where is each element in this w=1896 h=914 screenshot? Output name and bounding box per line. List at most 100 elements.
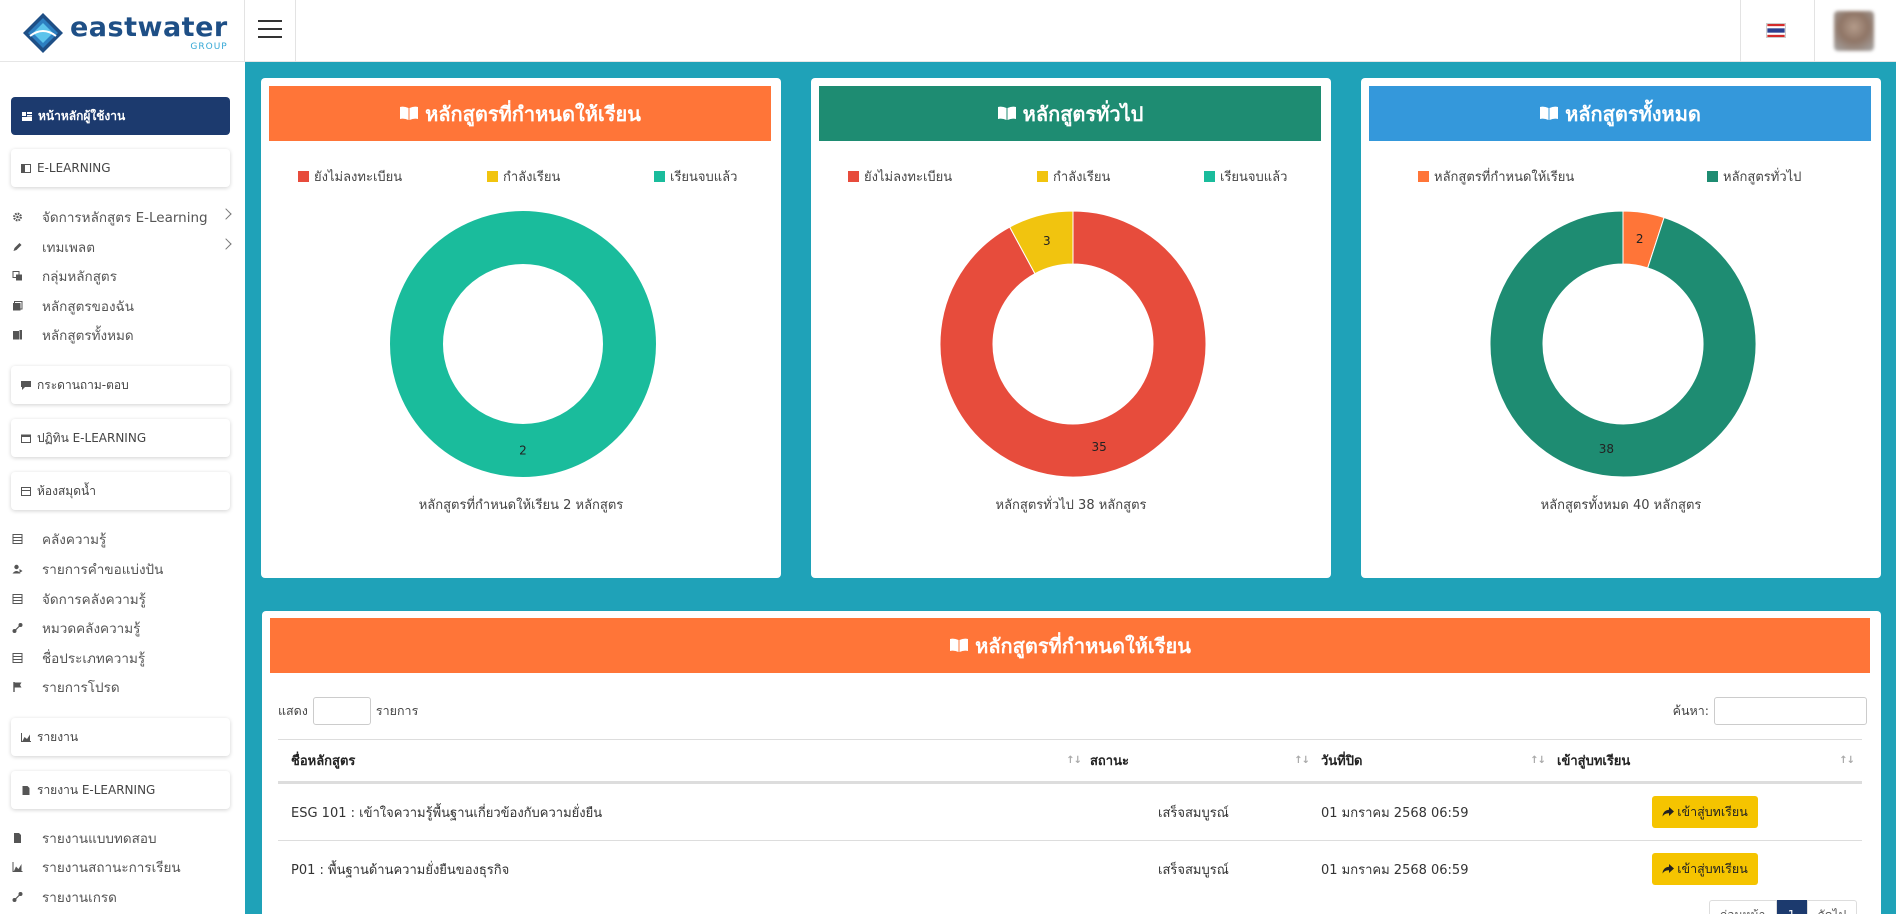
hamburger-icon[interactable] xyxy=(258,20,282,40)
sidebar-section-label: รายงาน xyxy=(37,729,79,744)
page-length-input[interactable] xyxy=(312,697,371,725)
sidebar-section-calendar[interactable]: ปฏิทิน E-LEARNING xyxy=(11,419,230,457)
enter-course-button[interactable]: เข้าสู่บทเรียน xyxy=(1652,853,1758,885)
sidebar-item-status-report[interactable]: รายงานสถานะการเรียน xyxy=(11,856,230,878)
chevron-right-icon xyxy=(220,208,232,220)
legend-swatch xyxy=(1418,171,1429,182)
gear-icon xyxy=(13,212,22,222)
sidebar-section-elearning-reports[interactable]: รายงาน E-LEARNING xyxy=(11,771,230,809)
column-header-status[interactable]: สถานะ ↑↓ xyxy=(1082,740,1317,781)
rows-label: รายการ xyxy=(375,703,419,718)
sidebar-item-share-requests[interactable]: รายการคำขอแบ่งปัน xyxy=(11,558,230,580)
sidebar-section-library[interactable]: ห้องสมุดน้ำ xyxy=(11,472,230,510)
donut-slice[interactable] xyxy=(390,211,656,477)
search-input[interactable] xyxy=(1714,697,1867,725)
column-header-close-date[interactable]: วันที่ปิด ↑↓ xyxy=(1318,740,1553,781)
sidebar-item-label: รายการคำขอแบ่งปัน xyxy=(42,562,164,578)
table-icon xyxy=(12,534,23,544)
sidebar-item-grade-report[interactable]: รายงานเกรด xyxy=(11,886,230,908)
comment-icon xyxy=(21,380,31,390)
column-header-name[interactable]: ชื่อหลักสูตร ↑↓ xyxy=(291,740,1082,781)
sidebar-item-course-groups[interactable]: กลุ่มหลักสูตร xyxy=(11,265,230,287)
sidebar-item-templates[interactable]: เทมเพลต xyxy=(11,236,232,258)
sidebar-item-label: หลักสูตรของฉัน xyxy=(42,299,134,315)
prev-page-button[interactable]: ก่อนหน้า xyxy=(1709,900,1777,914)
eastwater-logo-icon xyxy=(23,13,63,53)
sidebar-item-favorites[interactable]: รายการโปรด xyxy=(11,676,230,698)
logo[interactable]: eastwater GROUP xyxy=(22,12,228,54)
legend-swatch xyxy=(654,171,665,182)
sidebar-home-label: หน้าหลักผู้ใช้งาน xyxy=(38,108,126,123)
chart-card-assigned: หลักสูตรที่กำหนดให้เรียน ยังไม่ลงทะเบียน… xyxy=(261,78,781,578)
legend-swatch xyxy=(1707,171,1718,182)
legend-item[interactable]: หลักสูตรที่กำหนดให้เรียน xyxy=(1418,166,1574,187)
donut-chart: 2 xyxy=(390,211,656,477)
sidebar-item-knowledge-categories[interactable]: หมวดคลังความรู้ xyxy=(11,617,230,639)
sidebar-section-label: กระดานถาม-ตอบ xyxy=(37,377,129,392)
nodes-icon xyxy=(12,623,23,633)
table-header-row: ชื่อหลักสูตร ↑↓ สถานะ ↑↓ วันที่ปิด ↑↓ เข้าส… xyxy=(278,739,1862,783)
logo-subtitle: GROUP xyxy=(190,42,228,52)
legend-item[interactable]: กำลังเรียน xyxy=(1037,166,1110,187)
chart-card-all: หลักสูตรทั้งหมด หลักสูตรที่กำหนดให้เรียน… xyxy=(1361,78,1881,578)
sidebar-item-quiz-report[interactable]: รายงานแบบทดสอบ xyxy=(11,827,230,849)
donut-value-label: 38 xyxy=(1599,442,1614,456)
column-header-label: วันที่ปิด xyxy=(1321,754,1363,769)
next-page-button[interactable]: ถัดไป xyxy=(1806,900,1858,914)
table-row: P01 : พื้นฐานด้านความยั่งยืนของธุรกิจ เส… xyxy=(278,840,1862,897)
pagination: ก่อนหน้า 1 ถัดไป xyxy=(1709,900,1858,914)
legend-item[interactable]: หลักสูตรทั่วไป xyxy=(1707,166,1801,187)
table-card-header: หลักสูตรที่กำหนดให้เรียน xyxy=(270,618,1870,673)
enter-course-label: เข้าสู่บทเรียน xyxy=(1677,804,1748,819)
sidebar-home[interactable]: หน้าหลักผู้ใช้งาน xyxy=(11,97,230,135)
table-card-title: หลักสูตรที่กำหนดให้เรียน xyxy=(975,633,1191,658)
card-title: หลักสูตรทั่วไป xyxy=(1022,101,1144,126)
donut-slice[interactable] xyxy=(939,210,1207,478)
page-button-1[interactable]: 1 xyxy=(1776,900,1807,914)
legend-label: กำลังเรียน xyxy=(1053,170,1111,185)
sidebar-item-manage-knowledge[interactable]: จัดการคลังความรู้ xyxy=(11,588,230,610)
sidebar-section-elearning[interactable]: E-LEARNING xyxy=(11,149,230,187)
sidebar-item-my-courses[interactable]: หลักสูตรของฉัน xyxy=(11,295,230,317)
book-icon xyxy=(13,301,23,311)
search-label: ค้นหา: xyxy=(1672,703,1709,718)
donut-slice[interactable] xyxy=(1009,210,1074,275)
sidebar-item-label: หมวดคลังความรู้ xyxy=(42,621,141,637)
donut-slice[interactable] xyxy=(1489,210,1757,478)
legend-item[interactable]: ยังไม่ลงทะเบียน xyxy=(298,166,402,187)
sidebar-item-manage-courses[interactable]: จัดการหลักสูตร E-Learning xyxy=(11,206,232,228)
column-header-enter[interactable]: เข้าสู่บทเรียน ↑↓ xyxy=(1554,740,1862,781)
sidebar-item-label: คลังความรู้ xyxy=(42,532,107,548)
table-icon xyxy=(21,486,31,496)
legend-item[interactable]: เรียนจบแล้ว xyxy=(654,166,737,187)
sidebar-item-knowledge-base[interactable]: คลังความรู้ xyxy=(11,528,230,550)
share-arrow-icon xyxy=(1662,807,1675,817)
sidebar-section-reports[interactable]: รายงาน xyxy=(11,718,230,756)
flag-icon xyxy=(13,682,22,692)
enter-course-button[interactable]: เข้าสู่บทเรียน xyxy=(1652,796,1758,828)
column-header-label: ชื่อหลักสูตร xyxy=(291,754,356,769)
sidebar-item-label: หลักสูตรทั้งหมด xyxy=(42,328,134,344)
legend-swatch xyxy=(1204,171,1215,182)
header-divider xyxy=(295,0,296,62)
open-book-icon xyxy=(997,106,1016,120)
sidebar-item-all-courses[interactable]: หลักสูตรทั้งหมด xyxy=(11,324,230,346)
thai-flag-icon[interactable] xyxy=(1766,23,1786,38)
legend-item[interactable]: ยังไม่ลงทะเบียน xyxy=(848,166,952,187)
sidebar-section-qa[interactable]: กระดานถาม-ตอบ xyxy=(11,366,230,404)
enter-course-label: เข้าสู่บทเรียน xyxy=(1677,861,1748,876)
donut-chart: 2 38 xyxy=(1489,210,1757,478)
sidebar-item-knowledge-types[interactable]: ชื่อประเภทความรู้ xyxy=(11,647,230,669)
open-book-icon xyxy=(400,106,419,120)
legend-item[interactable]: กำลังเรียน xyxy=(487,166,560,187)
legend-label: กำลังเรียน xyxy=(503,170,561,185)
course-close-date: 01 มกราคม 2568 06:59 xyxy=(1321,862,1469,878)
column-header-label: สถานะ xyxy=(1090,754,1129,769)
table-icon xyxy=(12,653,23,663)
sidebar-item-label: กลุ่มหลักสูตร xyxy=(42,269,117,285)
pencil-icon xyxy=(13,243,22,251)
enter-course-cell: เข้าสู่บทเรียน xyxy=(1652,784,1772,840)
legend-item[interactable]: เรียนจบแล้ว xyxy=(1204,166,1287,187)
chevron-right-icon xyxy=(220,238,232,250)
avatar[interactable] xyxy=(1834,11,1874,51)
